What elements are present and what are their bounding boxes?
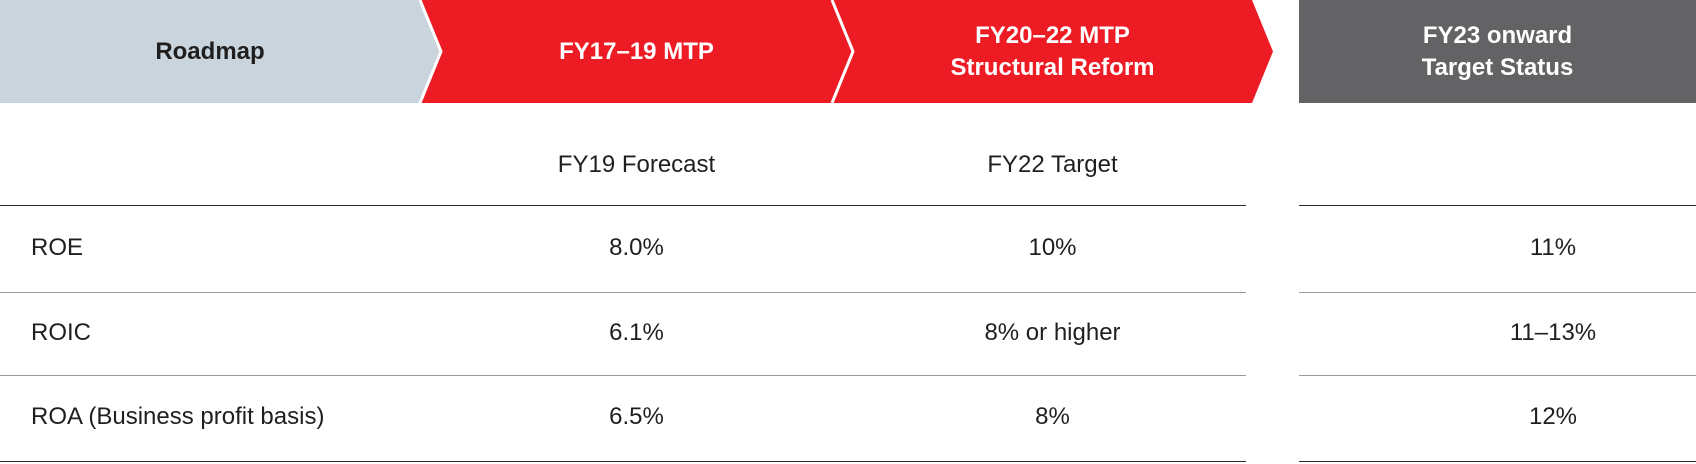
- roadmap-label: Roadmap: [155, 37, 265, 65]
- header-rule-right: [1299, 205, 1696, 206]
- roa-fy23-value: 12%: [1528, 403, 1578, 430]
- arrow-divider-1: [418, 0, 443, 103]
- arrow-divider-2: [830, 0, 855, 103]
- fy23-onward-label: FY23 onward Target Status: [1421, 21, 1574, 81]
- fy19-forecast-subheader: FY19 Forecast: [557, 151, 716, 178]
- fy22-target-subheader: FY22 Target: [987, 151, 1118, 178]
- row-divider-1-right: [1299, 292, 1696, 293]
- roic-fy22-value: 8% or higher: [984, 319, 1121, 346]
- fy17-19-arrow-shape: [420, 0, 853, 103]
- bottom-rule-left: [0, 461, 1246, 462]
- row-label-roic: ROIC: [31, 319, 91, 346]
- roic-fy19-value: 6.1%: [609, 319, 664, 346]
- fy20-22-arrow-shape: [832, 0, 1273, 103]
- roadmap-cell-shape: [0, 0, 441, 103]
- fy23-status-cell-shape: [1299, 0, 1696, 103]
- fy17-19-mtp-label: FY17–19 MTP: [559, 37, 714, 65]
- bottom-rule-right: [1299, 461, 1696, 462]
- roic-fy23-value: 11–13%: [1509, 319, 1597, 346]
- roe-fy23-value: 11%: [1529, 234, 1577, 261]
- fy20-22-mtp-label: FY20–22 MTP Structural Reform: [950, 21, 1155, 81]
- row-divider-2-right: [1299, 375, 1696, 376]
- header-rule-left: [0, 205, 1246, 206]
- roa-fy19-value: 6.5%: [609, 403, 664, 430]
- roe-fy22-value: 10%: [1028, 234, 1077, 261]
- row-label-roe: ROE: [31, 234, 84, 261]
- row-divider-2-left: [0, 375, 1246, 376]
- roadmap-header-band: [0, 0, 1696, 103]
- roe-fy19-value: 8.0%: [609, 234, 664, 261]
- row-label-roa: ROA (Business profit basis): [31, 403, 325, 430]
- row-divider-1-left: [0, 292, 1246, 293]
- roa-fy22-value: 8%: [1035, 403, 1070, 430]
